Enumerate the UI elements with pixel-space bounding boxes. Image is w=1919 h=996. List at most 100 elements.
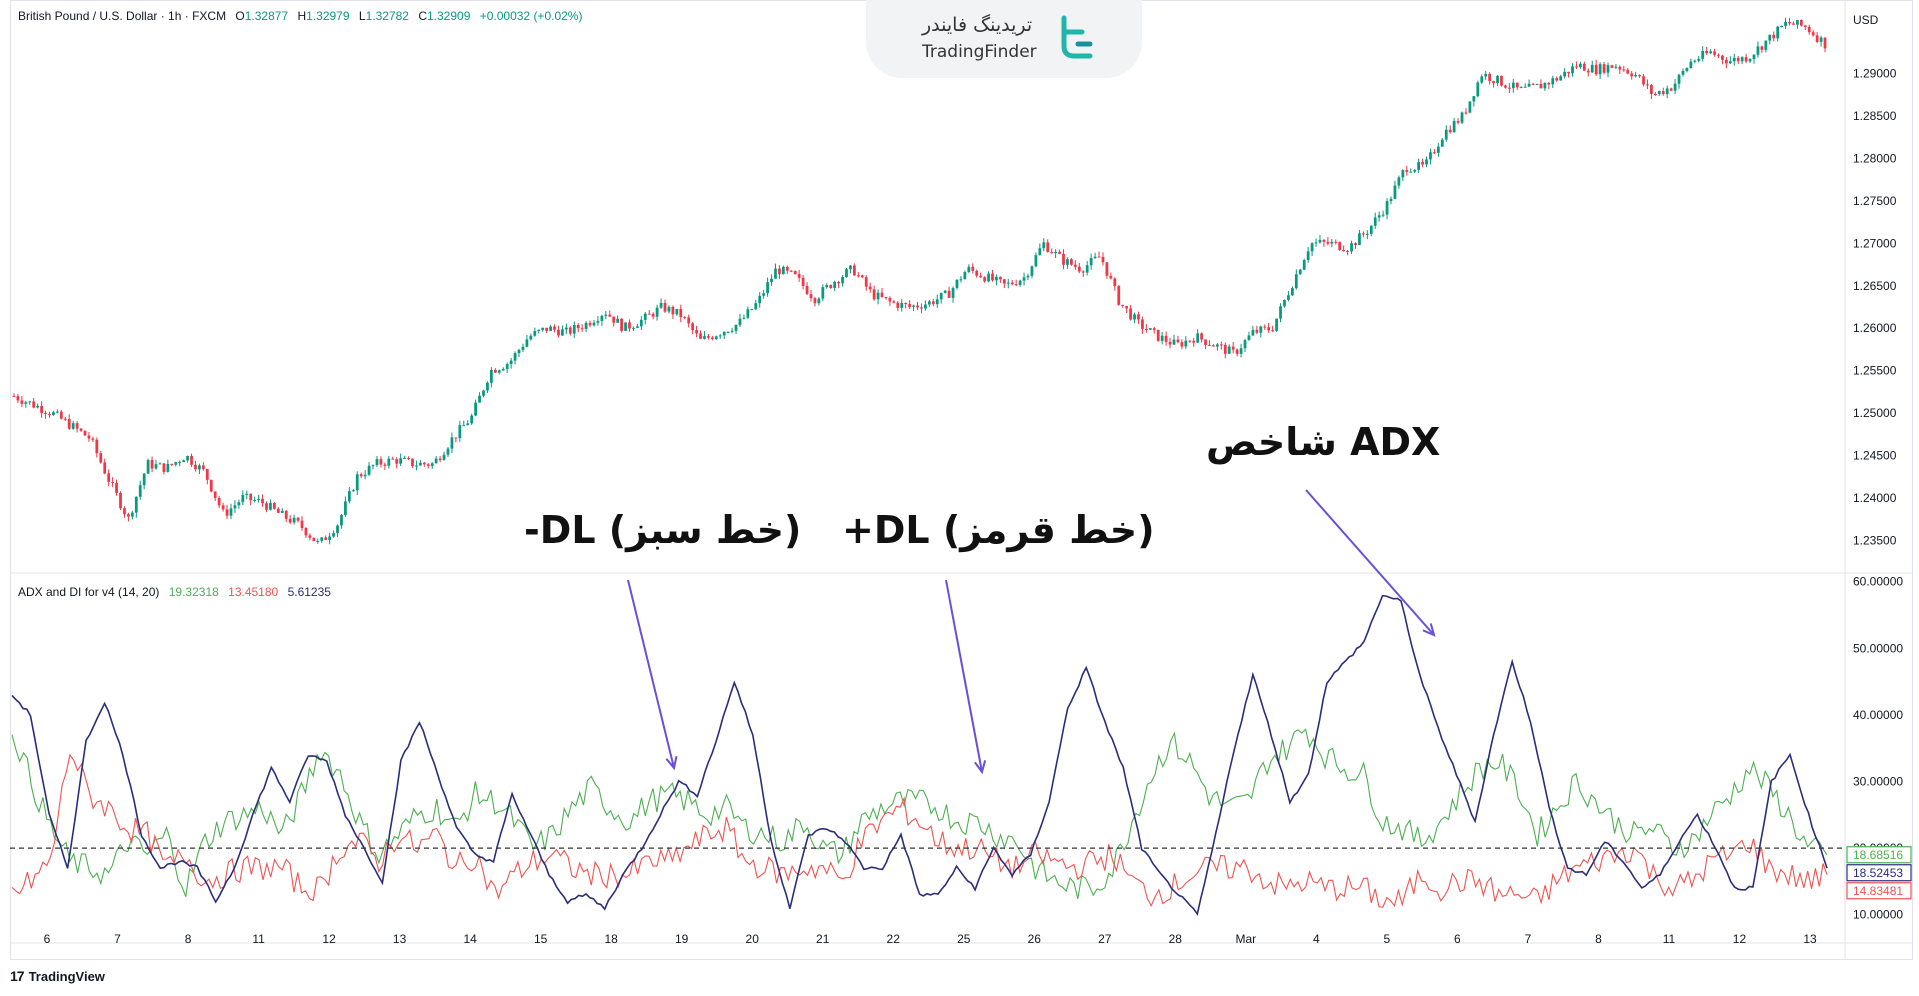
candle-body: [1598, 64, 1602, 75]
candle-body: [1377, 215, 1381, 218]
candle-158: [636, 323, 639, 329]
candle-87: [355, 471, 359, 496]
candle-55: [229, 503, 233, 520]
candle-body: [221, 505, 225, 510]
candle-257: [1026, 273, 1030, 281]
price-tick-4: 1.27000: [1853, 236, 1897, 250]
time-label-3: 11: [252, 932, 265, 946]
candle-48: [201, 462, 205, 471]
indicator-name[interactable]: ADX and DI for v4 (14, 20): [18, 585, 160, 599]
candle-body: [387, 458, 391, 466]
candle-body: [1109, 275, 1113, 279]
candle-body: [1740, 57, 1744, 62]
candle-163: [655, 304, 659, 321]
candle-332: [1322, 238, 1326, 247]
candle-body: [1156, 329, 1160, 341]
candle-body: [568, 327, 572, 334]
candle-280: [1117, 284, 1121, 306]
low-value: 1.32782: [365, 9, 409, 23]
candle-49: [205, 468, 209, 485]
candle-body: [1519, 87, 1523, 89]
candle-body: [1784, 21, 1787, 26]
price-tick-10: 1.24000: [1853, 491, 1897, 505]
candle-8: [44, 410, 47, 419]
candle-290: [1156, 329, 1160, 342]
candle-body: [411, 458, 414, 467]
candle-172: [691, 321, 695, 335]
candle-273: [1089, 253, 1093, 270]
candle-70: [288, 515, 292, 525]
candle-body: [1764, 40, 1768, 50]
candle-body: [1330, 241, 1334, 244]
candle-124: [501, 367, 505, 371]
candle-121: [490, 367, 493, 388]
candle-body: [426, 464, 430, 466]
candle-428: [1701, 46, 1705, 62]
candle-255: [1018, 279, 1022, 287]
candle-body: [99, 453, 103, 463]
candle-body: [1792, 23, 1795, 25]
candle-14: [67, 414, 71, 430]
candle-body: [474, 402, 477, 416]
candle-91: [371, 464, 375, 470]
candle-body: [829, 285, 833, 289]
candle-16: [75, 421, 79, 433]
candle-64: [265, 501, 268, 513]
candle-body: [107, 473, 111, 482]
candle-body: [162, 463, 166, 472]
candle-419: [1665, 85, 1669, 99]
candle-18: [83, 430, 87, 436]
candle-445: [1768, 34, 1772, 45]
candle-body: [884, 296, 888, 298]
candle-231: [924, 300, 927, 311]
candle-176: [707, 333, 710, 340]
candle-306: [1219, 341, 1223, 350]
candle-body: [604, 314, 608, 316]
candle-285: [1137, 311, 1140, 324]
symbol-label[interactable]: British Pound / U.S. Dollar · 1h · FXCM: [18, 9, 227, 23]
candle-421: [1673, 79, 1677, 95]
candle-body: [995, 276, 998, 281]
time-label-5: 13: [393, 932, 407, 946]
annotation-minus-dl: -DL (خط سبز): [524, 508, 802, 552]
candle-40: [170, 463, 174, 467]
candle-439: [1744, 53, 1748, 64]
candle-286: [1141, 316, 1144, 334]
candle-291: [1160, 332, 1164, 345]
candle-body: [1066, 259, 1069, 265]
candle-body: [1748, 58, 1752, 62]
candle-body: [1002, 279, 1006, 284]
candle-381: [1515, 82, 1519, 90]
candle-body: [853, 265, 856, 276]
candle-body: [1208, 344, 1211, 346]
candle-body: [1515, 82, 1519, 88]
candle-body: [316, 540, 320, 542]
candle-420: [1669, 87, 1673, 92]
candle-309: [1231, 341, 1235, 354]
time-label-15: 27: [1098, 932, 1112, 946]
candle-body: [872, 289, 876, 300]
candle-body: [1669, 88, 1673, 91]
candle-236: [943, 289, 947, 294]
candle-361: [1436, 143, 1440, 157]
candle-body: [458, 425, 462, 439]
candle-body: [1235, 349, 1239, 354]
tradingview-brand[interactable]: 17 TradingView: [10, 968, 105, 984]
candle-200: [801, 275, 805, 290]
candle-body: [367, 465, 371, 475]
price-axis: 1.29000 1.28500 1.28000 1.27500 1.27000 1.265…: [1853, 13, 1897, 547]
candle-156: [628, 319, 631, 332]
candle-body: [643, 313, 647, 320]
candle-95: [387, 455, 391, 469]
candle-body: [628, 322, 631, 329]
candle-body: [833, 281, 837, 289]
candle-177: [710, 335, 714, 341]
candle-body: [1397, 177, 1401, 186]
candle-body: [726, 331, 730, 333]
candle-body: [892, 301, 896, 303]
candle-233: [931, 298, 935, 307]
candle-body: [1543, 82, 1547, 89]
candle-body: [908, 304, 912, 307]
time-label-21: 7: [1525, 932, 1532, 946]
candle-body: [466, 423, 470, 426]
